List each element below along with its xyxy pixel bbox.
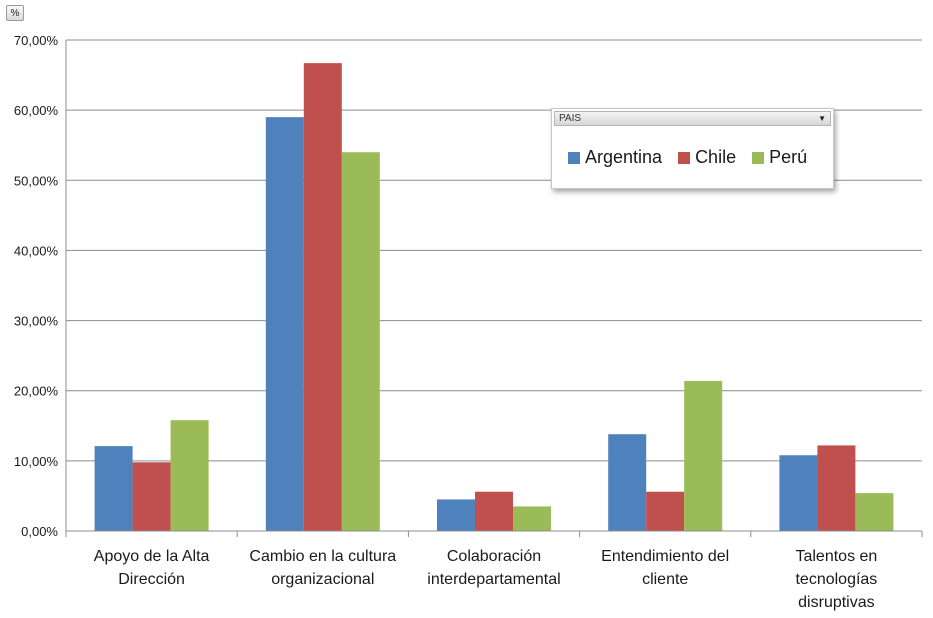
legend-items: Argentina Chile Perú <box>568 147 807 168</box>
legend: PAIS ▼ Argentina Chile Perú <box>551 108 834 189</box>
legend-label: Argentina <box>585 147 663 167</box>
bar-argentina <box>608 434 647 531</box>
x-category-label: Apoyo de la Alta <box>94 548 210 565</box>
x-category-label: disruptivas <box>798 594 874 611</box>
x-category-label: Cambio en la cultura <box>249 548 396 565</box>
bar-chile <box>475 491 513 531</box>
y-tick-label: 20,00% <box>14 384 59 399</box>
legend-field-label: PAIS <box>559 113 582 124</box>
bar-chile <box>817 445 856 531</box>
gridlines <box>66 39 922 462</box>
bar-peru <box>684 380 723 531</box>
x-category-label: cliente <box>642 571 688 588</box>
x-category-label: Dirección <box>118 571 185 588</box>
bar-peru <box>170 420 209 531</box>
legend-swatch <box>568 151 580 164</box>
legend-swatch <box>678 151 691 164</box>
bar-argentina <box>265 117 304 532</box>
y-tick-label: 0,00% <box>21 524 58 539</box>
x-category-label: interdepartamental <box>427 571 560 588</box>
x-axis-labels: Apoyo de la Alta Dirección Cambio en la cu… <box>94 548 878 611</box>
bar-argentina <box>437 499 475 531</box>
bars <box>94 63 894 532</box>
x-category-label: tecnologías <box>795 571 877 588</box>
y-tick-label: 40,00% <box>14 243 59 258</box>
bar-chile <box>646 491 685 531</box>
bar-peru <box>341 152 380 531</box>
bar-chile <box>303 63 342 531</box>
bar-peru <box>855 493 894 531</box>
x-category-label: Talentos en <box>795 548 877 565</box>
x-category-label: Entendimiento del <box>601 548 729 565</box>
x-category-label: Colaboración <box>447 548 541 565</box>
y-tick-label: 10,00% <box>14 454 59 469</box>
legend-item-argentina: Argentina <box>568 147 662 168</box>
bar-argentina <box>94 446 133 531</box>
pivot-field-button[interactable]: % <box>6 5 24 21</box>
legend-label: Perú <box>769 147 808 167</box>
y-axis-ticks: 0,00% 10,00% 20,00% 30,00% 40,00% 50,00% 60,00… <box>14 33 59 539</box>
bar-argentina <box>779 455 818 531</box>
legend-swatch <box>752 151 765 164</box>
bar-peru <box>513 506 551 531</box>
y-tick-label: 70,00% <box>14 33 59 48</box>
x-category-label: organizacional <box>271 571 374 588</box>
y-tick-label: 30,00% <box>14 314 59 329</box>
y-tick-label: 60,00% <box>14 103 59 118</box>
legend-item-peru: Perú <box>752 147 807 168</box>
legend-field-button[interactable]: PAIS ▼ <box>554 111 831 126</box>
legend-item-chile: Chile <box>678 147 736 168</box>
axes <box>65 40 923 537</box>
y-tick-label: 50,00% <box>14 173 59 188</box>
legend-label: Chile <box>695 147 737 167</box>
dropdown-arrow-icon[interactable]: ▼ <box>818 114 826 123</box>
bar-chile <box>132 462 171 531</box>
